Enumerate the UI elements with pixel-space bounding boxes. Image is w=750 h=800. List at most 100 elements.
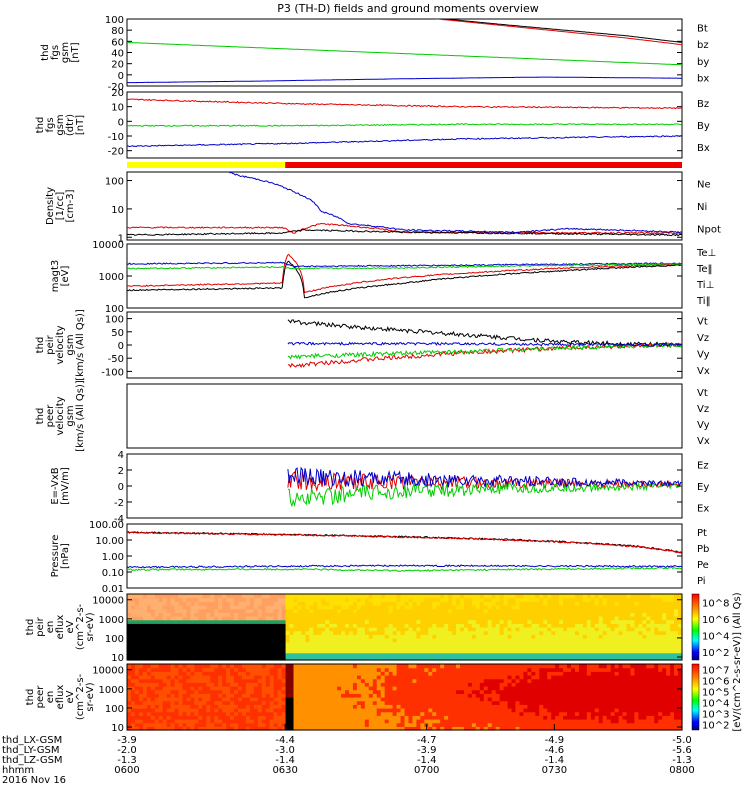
spectrogram-cell — [456, 656, 461, 661]
spectrogram-cell — [456, 597, 461, 602]
spectrogram-cell — [297, 708, 303, 713]
spectrogram-cell — [329, 652, 334, 657]
spectrogram-cell — [452, 671, 457, 676]
spectrogram-cell — [416, 667, 421, 672]
spectrogram-cell — [384, 722, 390, 727]
spectrogram-cell — [301, 726, 306, 731]
spectrogram-cell — [463, 682, 469, 687]
spectrogram-cell — [317, 597, 322, 602]
spectrogram-cell — [654, 656, 659, 661]
spectrogram-cell — [408, 601, 414, 606]
spectrogram-cell — [618, 715, 624, 720]
spectrogram-cell — [138, 708, 144, 713]
spectrogram-cell — [428, 704, 433, 709]
ytick-label: 4 — [118, 450, 124, 461]
frame-fgs_gsm — [126, 18, 683, 87]
spectrogram-cell — [174, 605, 180, 610]
spectrogram-cell — [333, 630, 338, 635]
spectrogram-cell — [578, 704, 584, 709]
spectrogram-cell — [301, 667, 306, 672]
spectrogram-cell — [448, 704, 453, 709]
ylabel-line: eV — [65, 620, 76, 633]
spectrogram-cell — [606, 664, 612, 669]
spectrogram-cell — [222, 597, 227, 602]
spectrogram-cell — [535, 726, 540, 731]
spectrogram-cell — [142, 594, 148, 599]
spectrogram-cell — [563, 608, 568, 613]
spectrogram-cell — [654, 597, 659, 602]
spectrogram-cell — [567, 667, 572, 672]
spectrogram-cell — [194, 616, 199, 621]
spectrogram-cell — [582, 645, 588, 650]
spectrogram-cell — [396, 612, 402, 617]
spectrogram-cell — [178, 689, 184, 694]
spectrogram-cell — [662, 608, 667, 613]
spectrogram-cell — [134, 634, 140, 639]
spectrogram-cell — [396, 601, 402, 606]
spectrogram-cell — [487, 678, 493, 683]
spectrogram-cell — [511, 708, 517, 713]
spectrogram-cell — [515, 649, 521, 654]
spectrogram-cell — [150, 630, 156, 635]
spectrogram-cell — [341, 693, 346, 698]
spectrogram-cell — [523, 649, 528, 654]
spectrogram-cell — [444, 649, 449, 654]
spectrogram-cell — [539, 719, 544, 724]
spectrogram-cell — [456, 722, 461, 727]
spectrogram-cell — [182, 667, 188, 672]
spectrogram-cell — [519, 623, 525, 628]
spectrogram-cell — [626, 652, 632, 657]
spectrogram-cell — [174, 719, 180, 724]
spectrogram-cell — [317, 664, 322, 669]
spectrogram-cell — [408, 667, 414, 672]
spectrogram-cell — [432, 601, 437, 606]
spectrogram-cell — [206, 612, 211, 617]
spectrogram-cell — [364, 700, 370, 705]
spectrogram-cell — [563, 697, 568, 702]
spectrogram-cell — [503, 671, 509, 676]
spectrogram-cell — [436, 697, 441, 702]
spectrogram-cell — [555, 649, 560, 654]
spectrogram-cell — [428, 664, 433, 669]
spectrogram-cell — [563, 649, 568, 654]
spectrogram-cell — [463, 722, 469, 727]
spectrogram-cell — [563, 664, 568, 669]
spectrogram-cell — [174, 711, 180, 716]
spectrogram-cell — [444, 664, 449, 669]
spectrogram-cell — [329, 722, 334, 727]
spectrogram-cell — [582, 693, 588, 698]
spectrogram-cell — [650, 652, 655, 657]
spectrogram-cell — [356, 726, 362, 731]
spectrogram-cell — [666, 612, 671, 617]
spectrogram-cell — [495, 623, 501, 628]
spectrogram-cell — [238, 656, 243, 661]
spectrogram-cell — [578, 638, 584, 643]
spectrogram-cell — [396, 708, 402, 713]
spectrogram-cell — [127, 608, 132, 613]
spectrogram-cell — [210, 630, 215, 635]
spectrogram-cell — [606, 671, 612, 676]
spectrogram-cell — [257, 597, 263, 602]
spectrogram-cell — [491, 719, 497, 724]
spectrogram-cell — [658, 594, 663, 599]
spectrogram-cell — [313, 693, 318, 698]
spectrogram-cell — [404, 594, 410, 599]
spectrogram-cell — [349, 726, 354, 731]
spectrogram-cell — [559, 682, 564, 687]
spectrogram-cell — [214, 704, 219, 709]
spectrogram-cell — [531, 719, 536, 724]
spectrogram-cell — [190, 686, 195, 691]
spectrogram-cell — [333, 708, 338, 713]
spectrogram-cell — [610, 678, 616, 683]
spectrogram-cell — [218, 719, 223, 724]
spectrogram-cell — [428, 645, 433, 650]
spectrogram-cell — [380, 726, 386, 731]
spectrogram-cell — [309, 671, 314, 676]
spectrogram-cell — [269, 605, 275, 610]
spectrogram-cell — [333, 722, 338, 727]
spectrogram-cell — [503, 686, 509, 691]
spectrogram-cell — [345, 623, 350, 628]
spectrogram-cell — [226, 726, 231, 731]
spectrogram-cell — [142, 597, 148, 602]
